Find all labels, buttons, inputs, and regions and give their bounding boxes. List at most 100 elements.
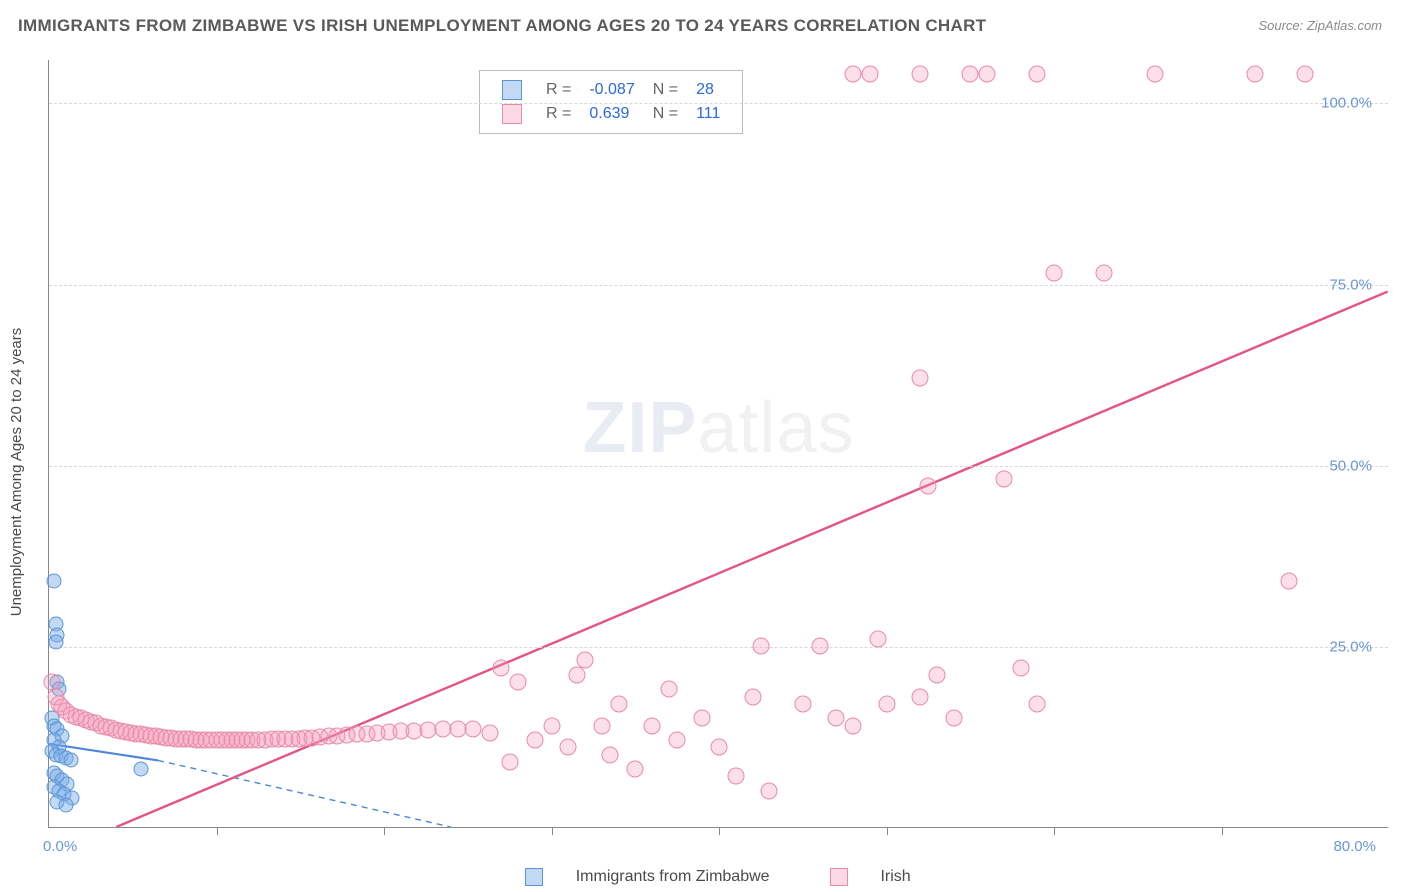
- data-point-irish: [870, 630, 887, 647]
- trend-lines: [49, 60, 1388, 827]
- x-tick: [1054, 827, 1055, 835]
- watermark-bold: ZIP: [582, 388, 697, 468]
- data-point-irish: [1297, 65, 1314, 82]
- data-point-zimbabwe: [48, 635, 63, 650]
- data-point-irish: [1012, 659, 1029, 676]
- data-point-irish: [912, 369, 929, 386]
- x-tick: [887, 827, 888, 835]
- data-point-irish: [878, 695, 895, 712]
- y-axis-label: Unemployment Among Ages 20 to 24 years: [8, 328, 25, 617]
- trend-line-dash-zimbabwe: [158, 760, 451, 827]
- data-point-irish: [761, 782, 778, 799]
- data-point-irish: [912, 65, 929, 82]
- plot-area: ZIPatlas 0.0% 80.0% R = -0.087 N = 28 R …: [48, 60, 1388, 828]
- legend-stats: R = -0.087 N = 28 R = 0.639 N = 111: [479, 70, 743, 134]
- data-point-irish: [845, 717, 862, 734]
- grid-line: [49, 466, 1388, 467]
- data-point-irish: [501, 753, 518, 770]
- legend-label: Irish: [880, 868, 910, 885]
- x-tick: [719, 827, 720, 835]
- data-point-irish: [794, 695, 811, 712]
- legend-swatch-pink: [830, 868, 848, 886]
- x-axis-max-label: 80.0%: [1333, 838, 1376, 855]
- x-tick: [384, 827, 385, 835]
- legend-stats-row: R = 0.639 N = 111: [494, 103, 728, 125]
- data-point-irish: [995, 471, 1012, 488]
- legend-stats-row: R = -0.087 N = 28: [494, 79, 728, 101]
- data-point-irish: [1146, 65, 1163, 82]
- data-point-irish: [727, 768, 744, 785]
- y-tick-label: 25.0%: [1329, 638, 1372, 655]
- data-point-irish: [568, 666, 585, 683]
- data-point-irish: [752, 637, 769, 654]
- data-point-irish: [920, 478, 937, 495]
- legend-swatch-pink: [502, 104, 522, 124]
- legend-n-value: 28: [688, 79, 728, 101]
- y-tick-label: 100.0%: [1321, 95, 1372, 112]
- data-point-irish: [602, 746, 619, 763]
- y-tick-label: 75.0%: [1329, 276, 1372, 293]
- legend-n-value: 111: [688, 103, 728, 125]
- legend-n-label: N =: [645, 103, 686, 125]
- x-tick: [552, 827, 553, 835]
- legend-swatch-blue: [502, 80, 522, 100]
- data-point-irish: [526, 732, 543, 749]
- data-point-irish: [1096, 264, 1113, 281]
- data-point-irish: [811, 637, 828, 654]
- x-tick: [217, 827, 218, 835]
- data-point-irish: [669, 732, 686, 749]
- legend-r-value: 0.639: [581, 103, 642, 125]
- legend-r-label: R =: [538, 103, 579, 125]
- grid-line: [49, 103, 1388, 104]
- data-point-irish: [577, 652, 594, 669]
- data-point-irish: [845, 65, 862, 82]
- data-point-irish: [610, 695, 627, 712]
- x-axis-min-label: 0.0%: [43, 838, 77, 855]
- data-point-irish: [593, 717, 610, 734]
- data-point-irish: [481, 724, 498, 741]
- data-point-zimbabwe: [63, 753, 78, 768]
- data-point-irish: [560, 739, 577, 756]
- data-point-irish: [644, 717, 661, 734]
- legend-swatch-blue: [525, 868, 543, 886]
- x-tick: [1222, 827, 1223, 835]
- chart-title: IMMIGRANTS FROM ZIMBABWE VS IRISH UNEMPL…: [18, 16, 986, 36]
- data-point-irish: [493, 659, 510, 676]
- legend-item: Immigrants from Zimbabwe: [511, 868, 783, 885]
- data-point-zimbabwe: [58, 798, 73, 813]
- watermark: ZIPatlas: [582, 387, 854, 469]
- chart-source: Source: ZipAtlas.com: [1258, 18, 1382, 33]
- data-point-irish: [945, 710, 962, 727]
- data-point-irish: [627, 761, 644, 778]
- chart-container: Unemployment Among Ages 20 to 24 years Z…: [0, 52, 1406, 892]
- data-point-irish: [711, 739, 728, 756]
- data-point-irish: [1029, 695, 1046, 712]
- trend-line-irish: [116, 292, 1387, 827]
- data-point-irish: [912, 688, 929, 705]
- data-point-zimbabwe: [134, 762, 149, 777]
- data-point-irish: [464, 721, 481, 738]
- data-point-irish: [694, 710, 711, 727]
- data-point-irish: [1280, 572, 1297, 589]
- legend-label: Immigrants from Zimbabwe: [576, 868, 770, 885]
- data-point-irish: [979, 65, 996, 82]
- data-point-irish: [543, 717, 560, 734]
- data-point-irish: [861, 65, 878, 82]
- grid-line: [49, 285, 1388, 286]
- data-point-irish: [1046, 264, 1063, 281]
- data-point-irish: [828, 710, 845, 727]
- legend-item: Irish: [816, 868, 925, 885]
- legend-series: Immigrants from Zimbabwe Irish: [48, 868, 1388, 886]
- data-point-irish: [744, 688, 761, 705]
- data-point-irish: [962, 65, 979, 82]
- data-point-irish: [510, 674, 527, 691]
- watermark-rest: atlas: [697, 388, 854, 468]
- legend-r-label: R =: [538, 79, 579, 101]
- grid-line: [49, 647, 1388, 648]
- data-point-irish: [1029, 65, 1046, 82]
- y-tick-label: 50.0%: [1329, 457, 1372, 474]
- data-point-zimbabwe: [47, 573, 62, 588]
- legend-n-label: N =: [645, 79, 686, 101]
- legend-r-value: -0.087: [581, 79, 642, 101]
- data-point-irish: [928, 666, 945, 683]
